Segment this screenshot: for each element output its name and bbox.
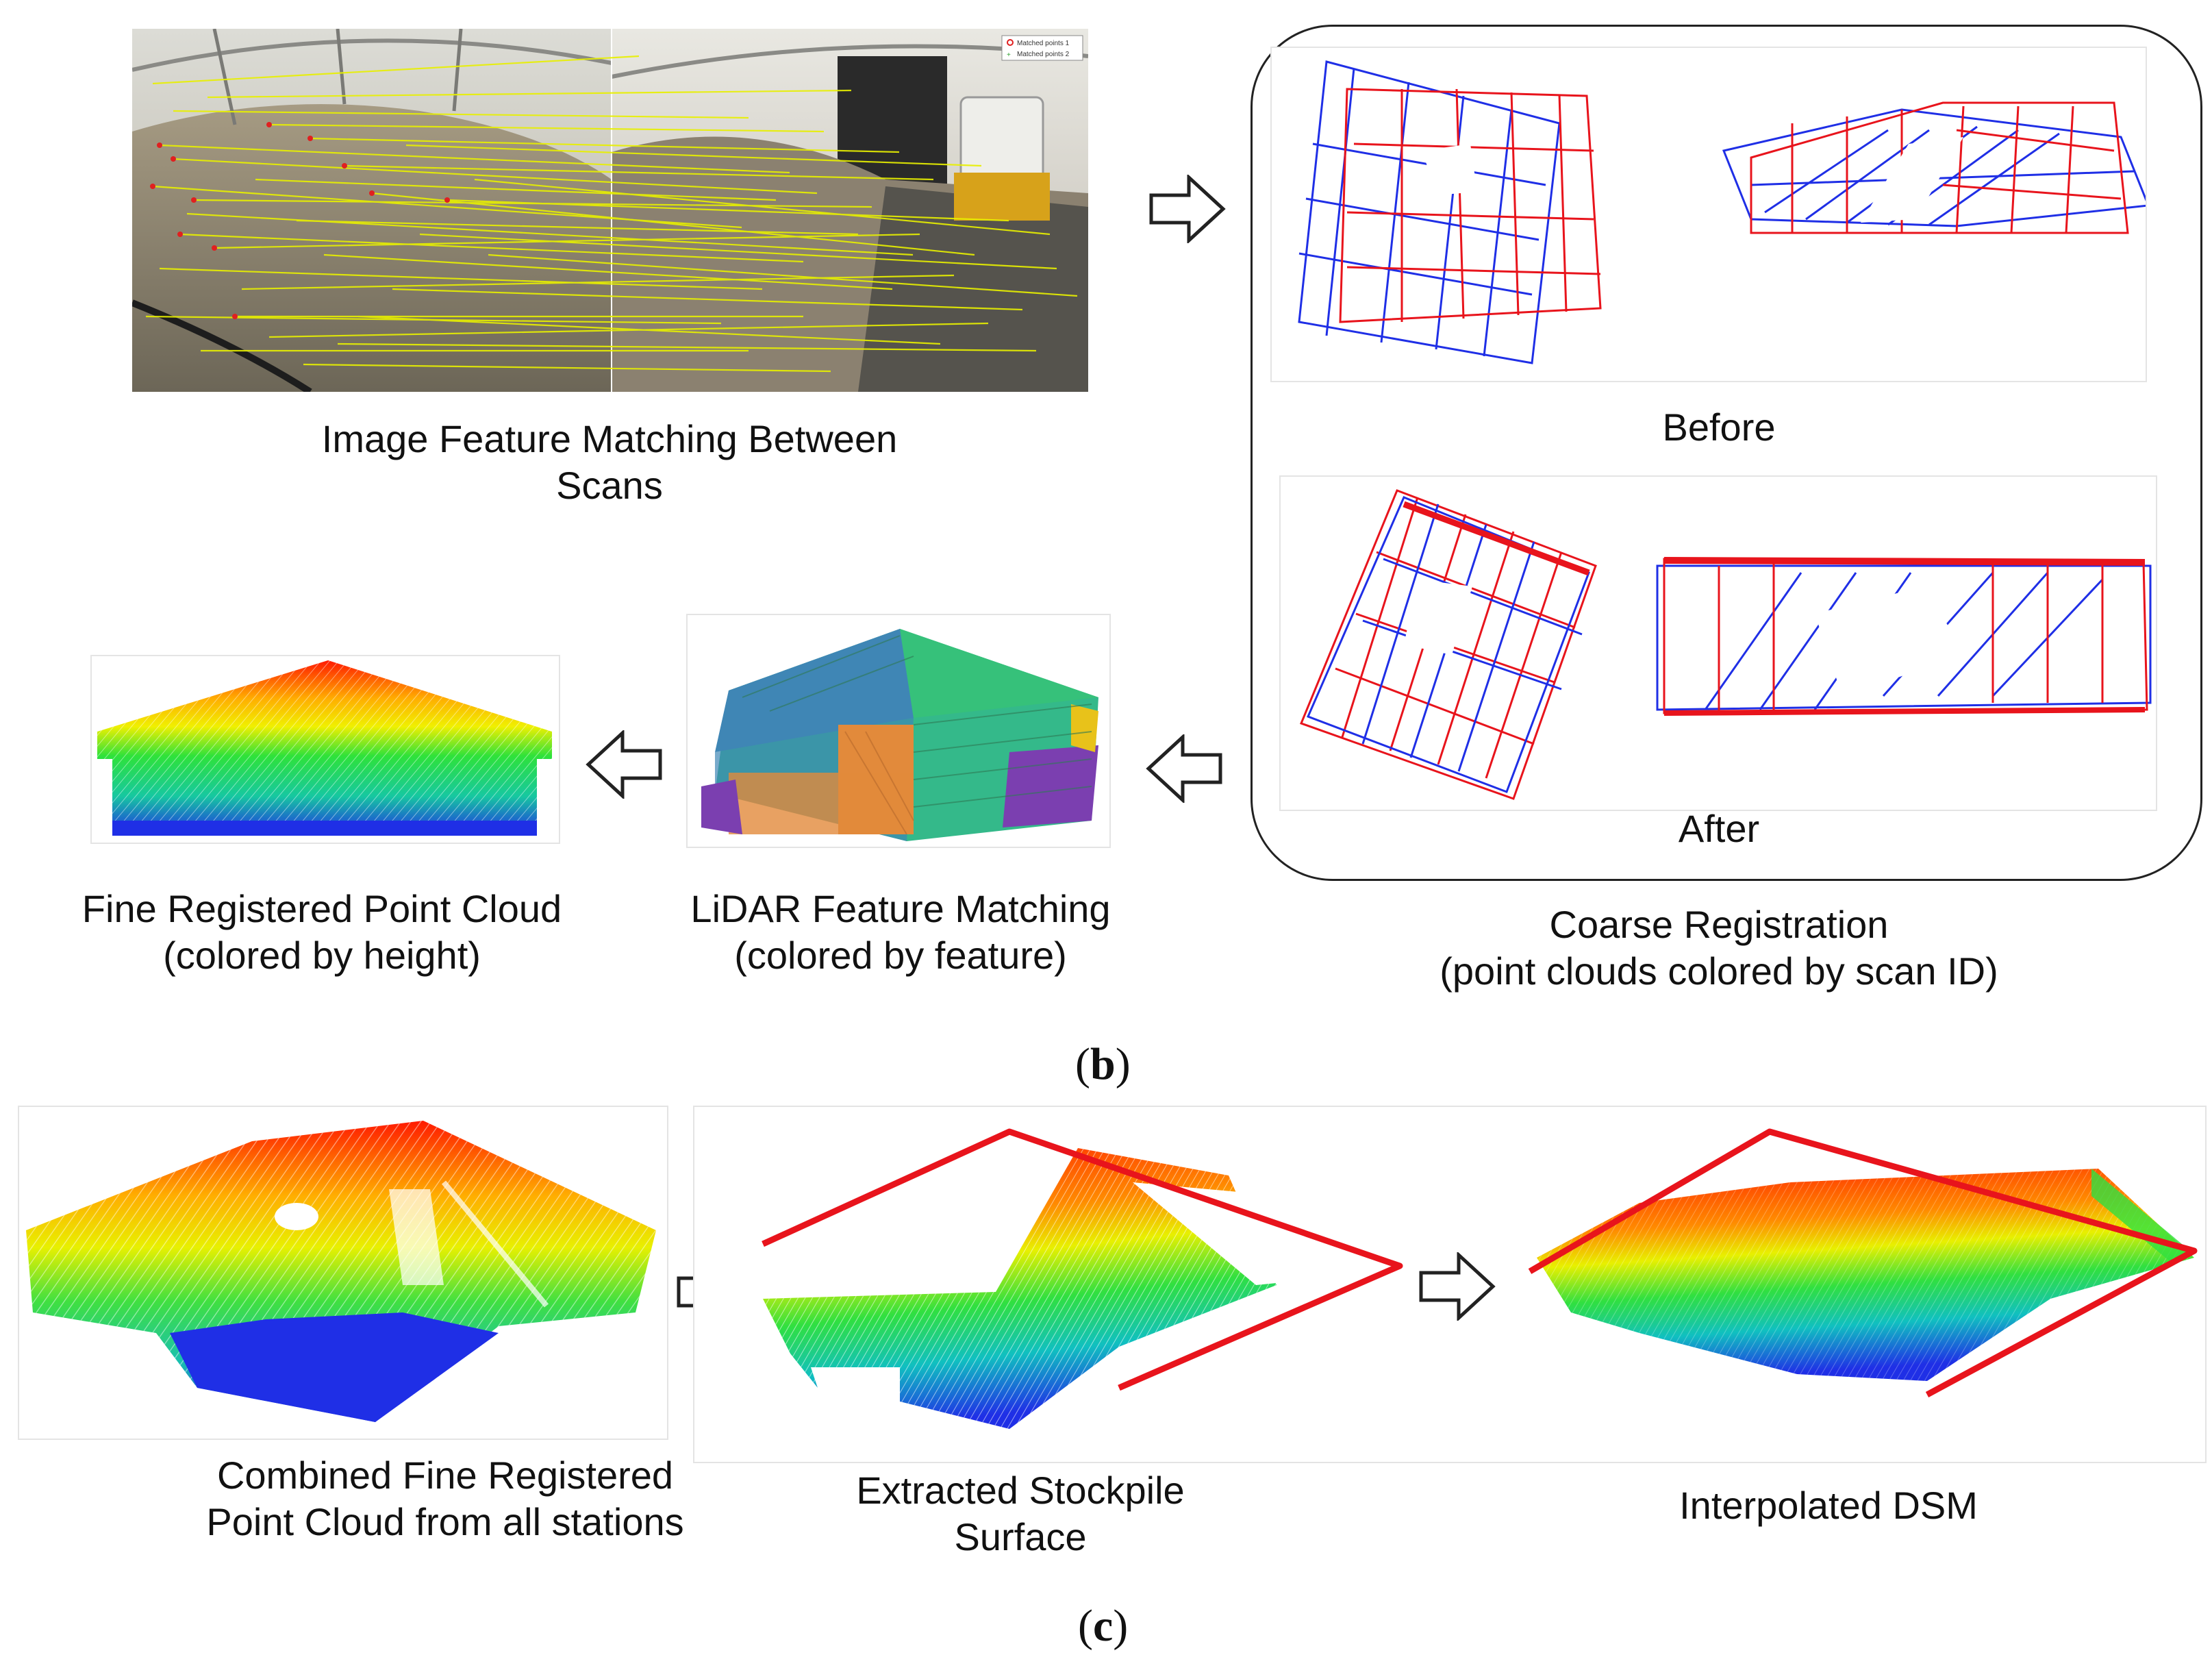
caption-coarse-registration-line1: Coarse Registration: [1549, 903, 1889, 946]
caption-combined-line1: Combined Fine Registered: [216, 1454, 674, 1497]
panel-label-c: (c): [1078, 1601, 1129, 1651]
hollow-arrow-icon: [1149, 175, 1226, 243]
caption-image-matching-line1: Image Feature Matching Between: [321, 417, 898, 460]
hollow-arrow-icon: [1146, 734, 1222, 803]
svg-text:+: +: [1007, 51, 1011, 59]
caption-coarse-registration-line2: (point clouds colored by scan ID): [1440, 949, 1998, 993]
caption-coarse-after: After: [1630, 806, 1808, 852]
hollow-arrow-icon: [586, 730, 662, 799]
caption-fine-registered-line2: (colored by height): [163, 934, 481, 977]
fine-registered-plot: [90, 655, 560, 844]
svg-text:Matched points 1: Matched points 1: [1017, 40, 1070, 47]
caption-image-matching: Image Feature Matching Between Scans: [274, 416, 945, 509]
caption-fine-registered: Fine Registered Point Cloud (colored by …: [41, 886, 603, 979]
caption-interpolated-text: Interpolated DSM: [1679, 1484, 1978, 1527]
coarse-registration-frame: [1250, 25, 2202, 881]
lidar-feature-matching-plot: [686, 614, 1111, 848]
combined-point-cloud-plot: [18, 1106, 668, 1440]
svg-text:Matched points 2: Matched points 2: [1017, 51, 1070, 58]
caption-coarse-before: Before: [1630, 404, 1808, 451]
hollow-arrow-icon: [1419, 1252, 1496, 1321]
caption-coarse-registration: Coarse Registration (point clouds colore…: [1342, 901, 2096, 995]
caption-coarse-before-text: Before: [1662, 406, 1776, 449]
coarse-before-plot: [1270, 47, 2147, 382]
panel-label-b: (b): [1075, 1039, 1131, 1089]
caption-extracted-line2: Surface: [954, 1515, 1087, 1558]
caption-extracted-line1: Extracted Stockpile: [856, 1469, 1185, 1512]
caption-extracted: Extracted Stockpile Surface: [746, 1467, 1294, 1560]
caption-fine-registered-line1: Fine Registered Point Cloud: [81, 887, 562, 930]
caption-combined-line2: Point Cloud from all stations: [206, 1500, 684, 1543]
caption-lidar-matching-line2: (colored by feature): [734, 934, 1067, 977]
caption-interpolated: Interpolated DSM: [1555, 1482, 2102, 1529]
coarse-after-plot: [1279, 475, 2157, 811]
caption-coarse-after-text: After: [1678, 807, 1760, 850]
caption-combined: Combined Fine Registered Point Cloud fro…: [137, 1452, 753, 1545]
caption-lidar-matching-line1: LiDAR Feature Matching: [690, 887, 1111, 930]
caption-lidar-matching: LiDAR Feature Matching (colored by featu…: [620, 886, 1181, 979]
caption-image-matching-line2: Scans: [556, 464, 663, 507]
stockpile-plots-frame: [693, 1106, 2207, 1463]
image-feature-matching-photo: Matched points 1 + Matched points 2: [132, 29, 1088, 392]
